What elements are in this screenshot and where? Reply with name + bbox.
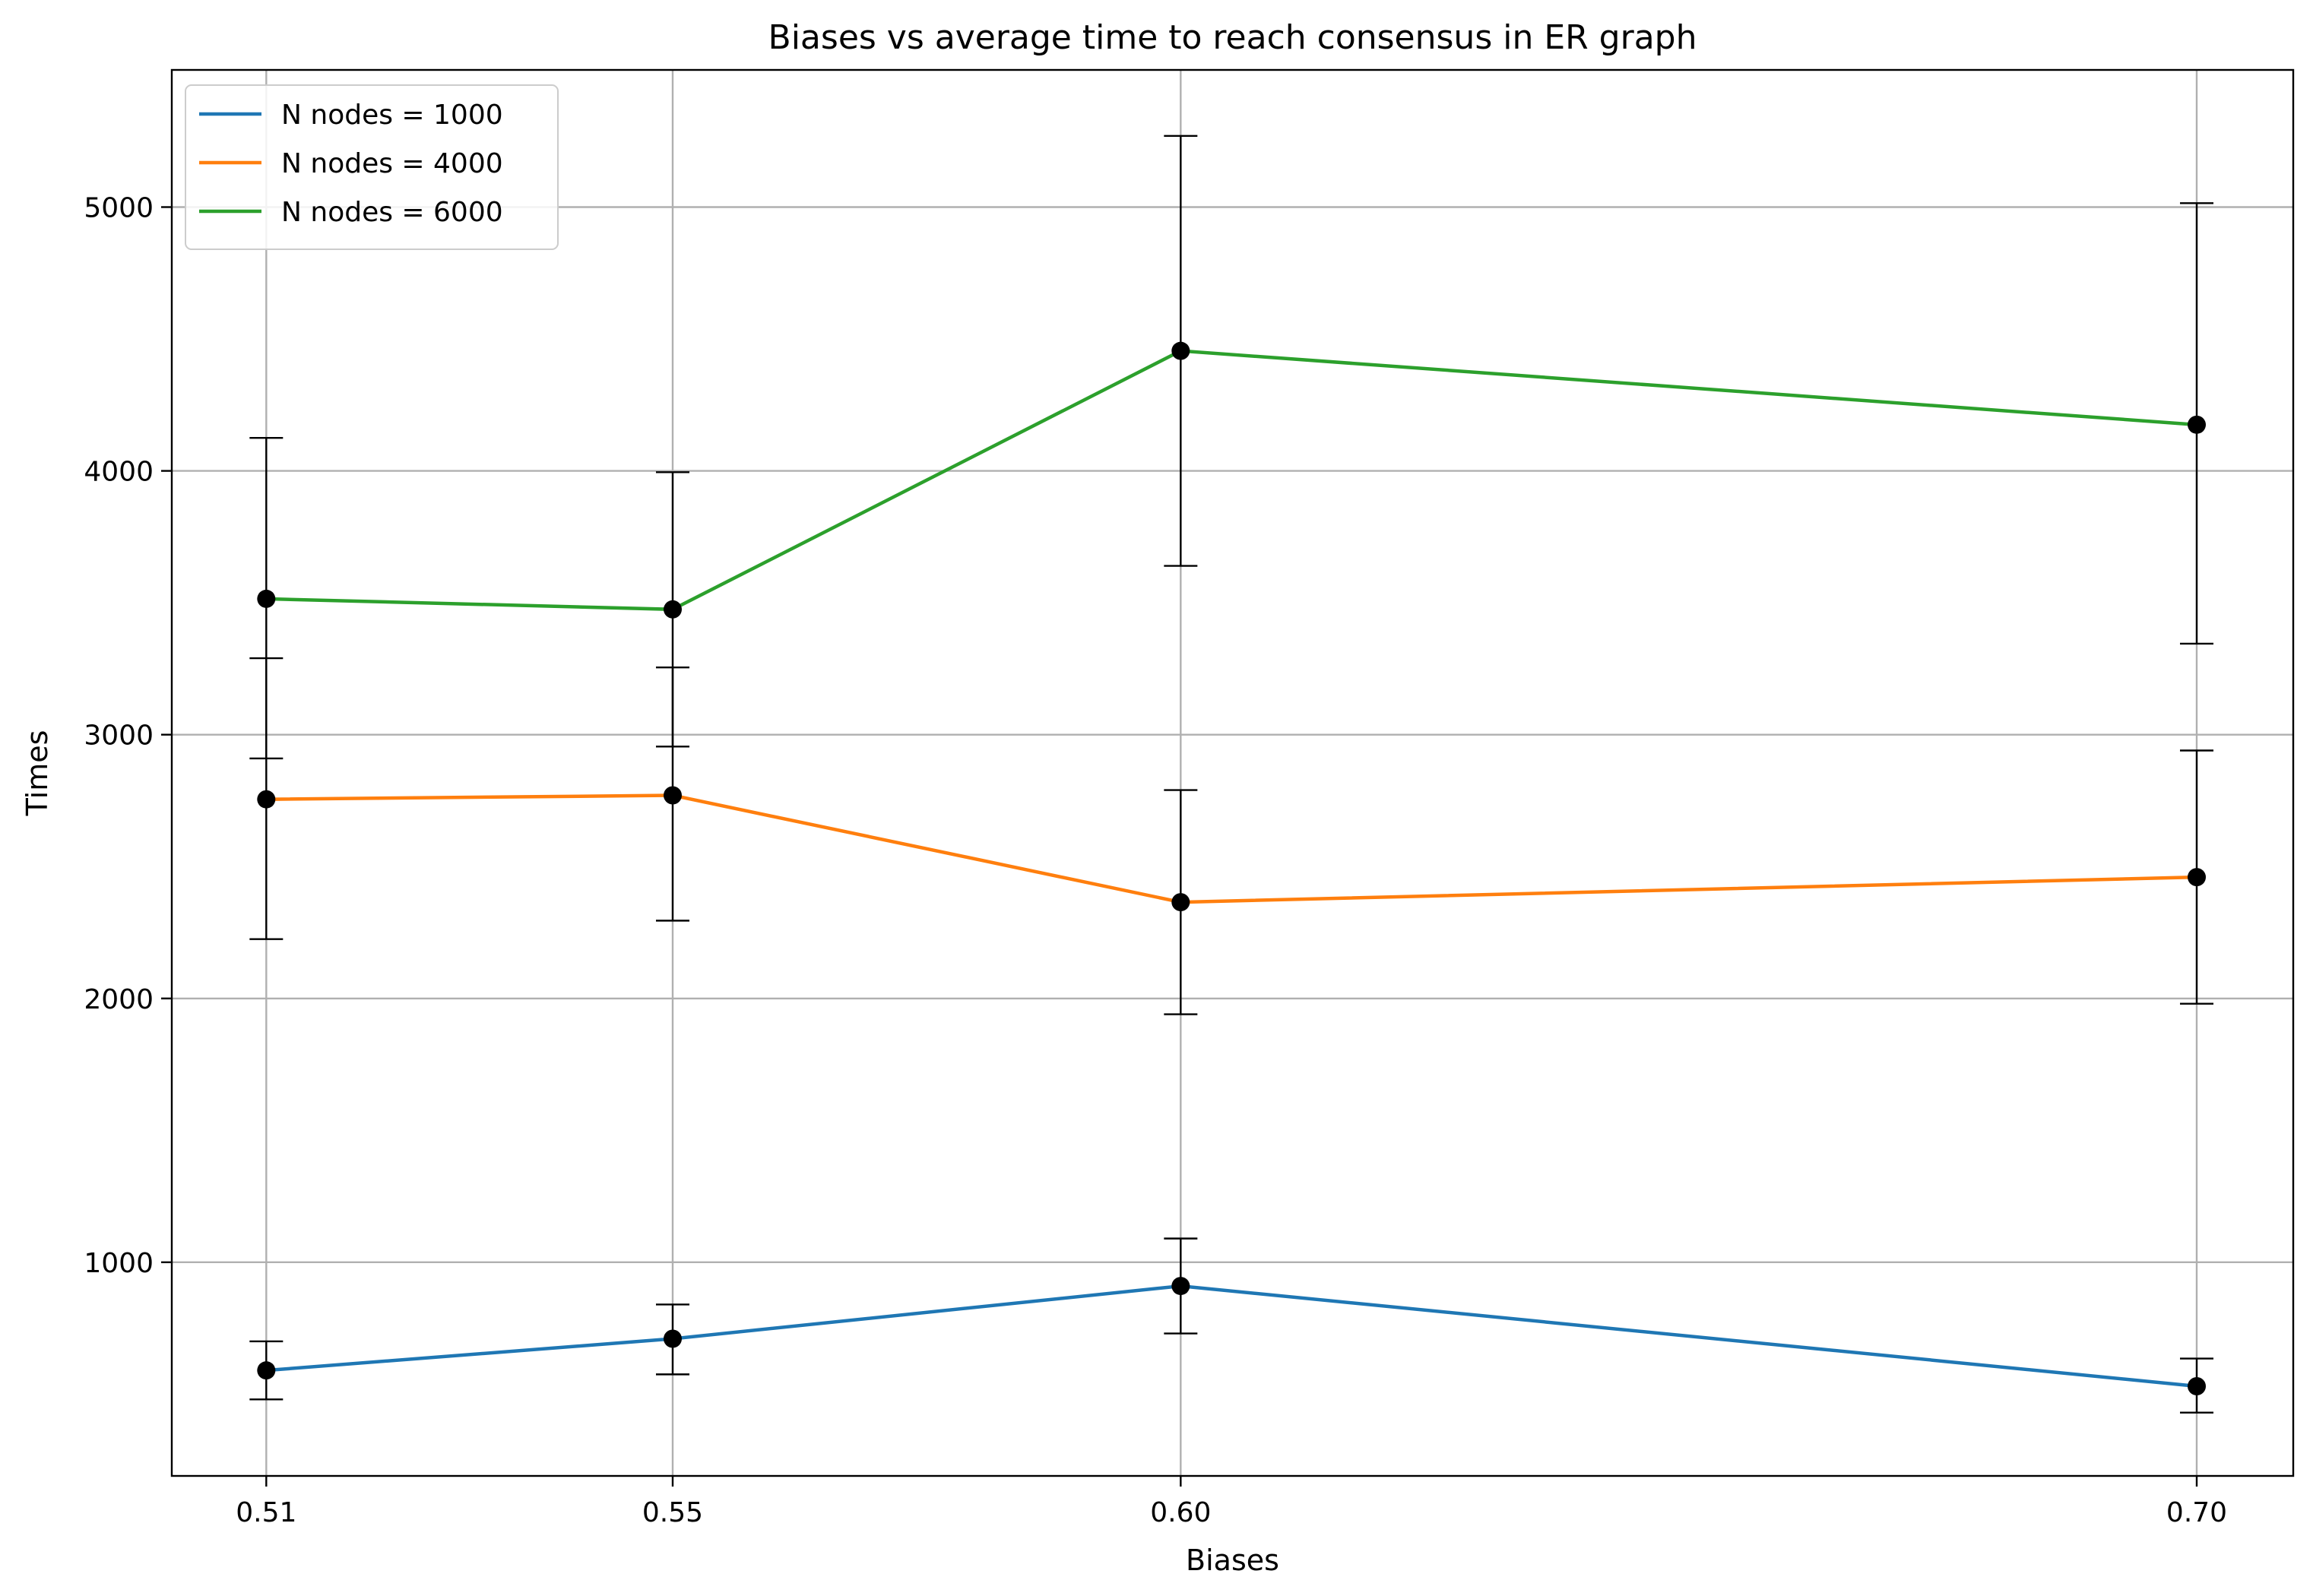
chart-title: Biases vs average time to reach consensu… — [768, 18, 1697, 57]
y-tick-label: 2000 — [84, 984, 154, 1015]
series-line-3 — [266, 349, 2197, 612]
data-point — [1171, 1277, 1190, 1296]
data-point — [663, 600, 682, 619]
series-line-1 — [266, 1284, 2197, 1389]
series-line-2 — [266, 793, 2197, 904]
y-tick-label: 5000 — [84, 192, 154, 223]
data-markers — [257, 341, 2207, 1395]
legend: N nodes = 1000 N nodes = 4000 N nodes = 60… — [185, 84, 559, 250]
data-point — [2188, 1376, 2207, 1395]
y-axis-label: Times — [21, 730, 54, 817]
series-lines — [266, 349, 2197, 1389]
plot-frame — [170, 68, 2295, 1477]
x-tick-label: 0.51 — [236, 1497, 296, 1528]
x-tick-label: 0.60 — [1150, 1497, 1211, 1528]
x-tick-label: 0.55 — [642, 1497, 703, 1528]
data-point — [2188, 415, 2207, 434]
y-tick-label: 1000 — [84, 1248, 154, 1279]
legend-label: N nodes = 6000 — [281, 197, 503, 228]
legend-label: N nodes = 4000 — [281, 148, 503, 179]
x-axis-label: Biases — [1186, 1544, 1279, 1577]
y-tick-label: 3000 — [84, 720, 154, 752]
data-point — [663, 1329, 682, 1348]
data-point — [257, 790, 276, 809]
data-point — [257, 589, 276, 608]
legend-label: N nodes = 1000 — [281, 100, 503, 131]
y-tick-label: 4000 — [84, 457, 154, 488]
data-point — [1171, 893, 1190, 912]
axis-ticks: 0.51 0.55 0.60 0.70 1000 2000 3000 4000 5000 — [84, 192, 2227, 1528]
legend-box — [185, 84, 559, 250]
data-point — [1171, 341, 1190, 360]
data-point — [2188, 868, 2207, 887]
data-point — [257, 1361, 276, 1380]
data-point — [663, 786, 682, 805]
x-tick-label: 0.70 — [2166, 1497, 2227, 1528]
